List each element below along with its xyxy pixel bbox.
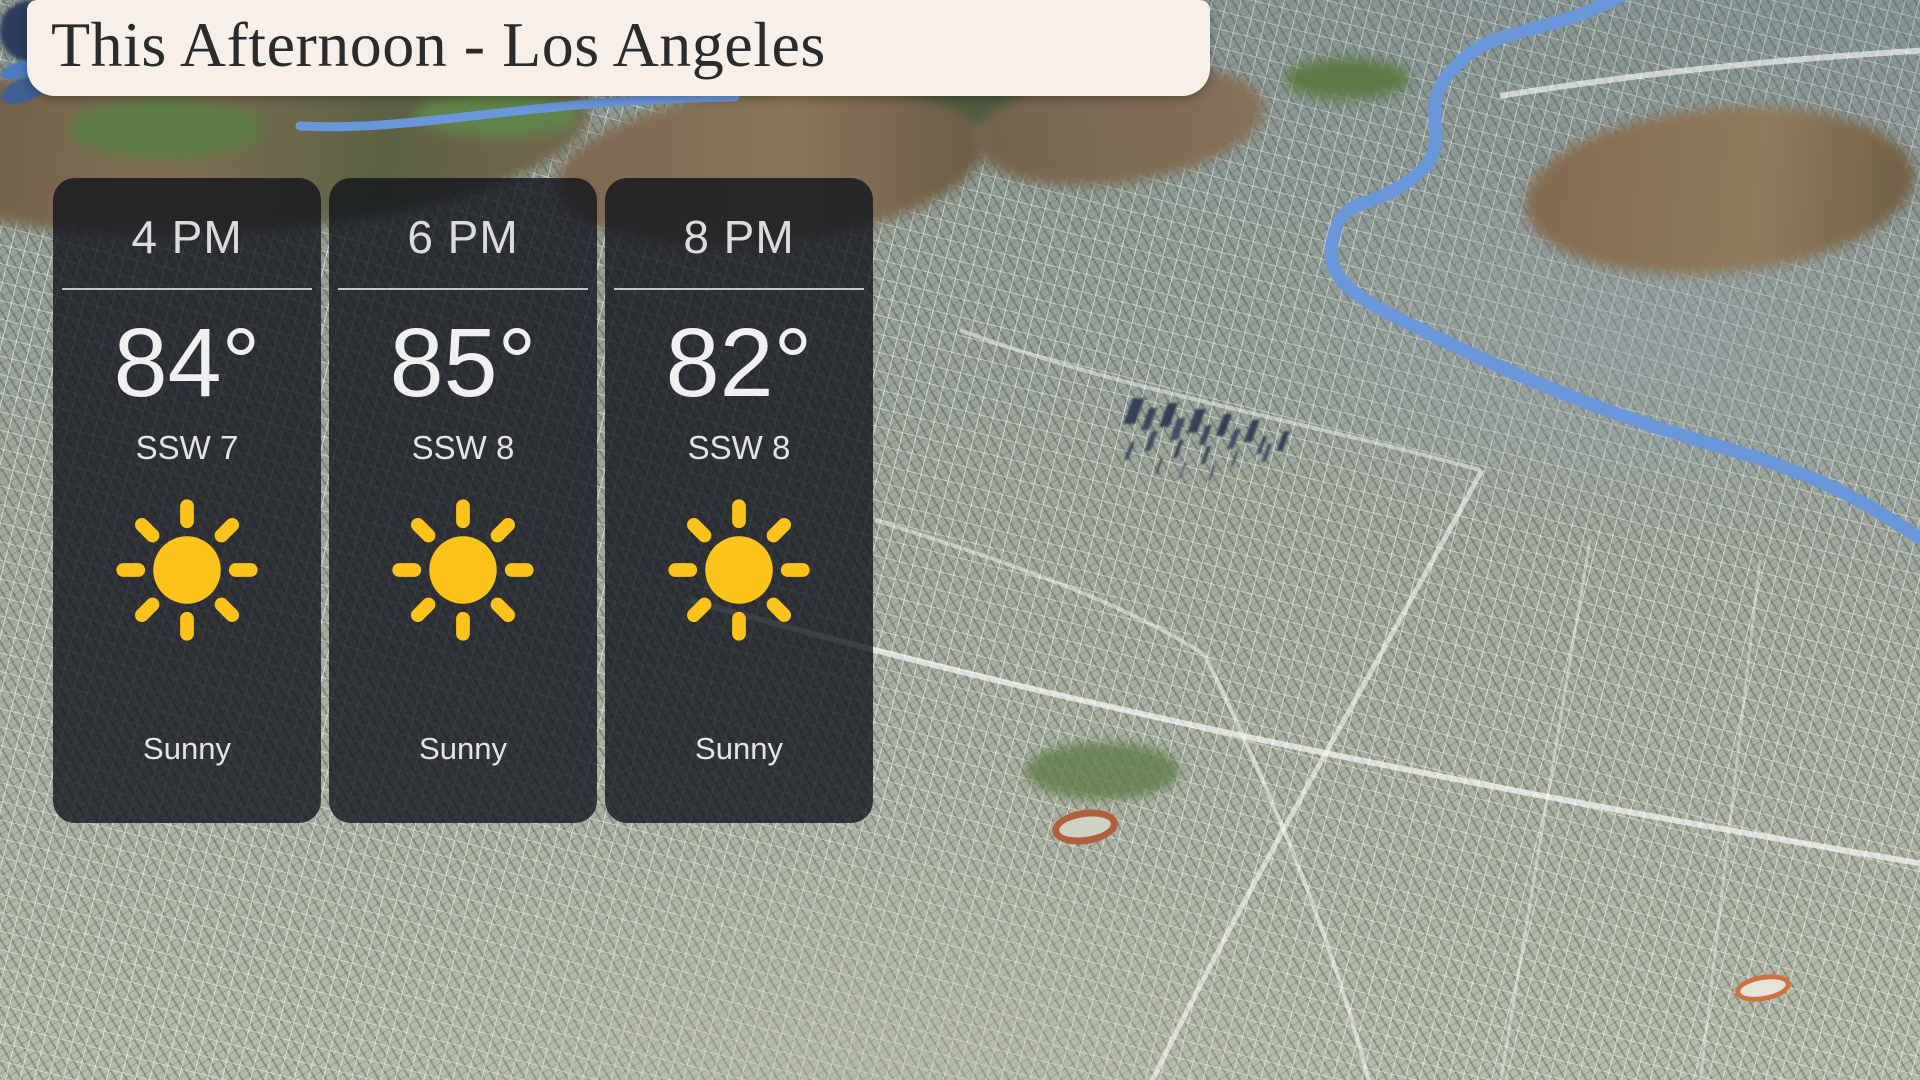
wind-label: SSW 8 — [411, 429, 515, 466]
river-tributary — [295, 92, 740, 132]
freeway-north — [1499, 47, 1920, 99]
park-green-south — [1025, 742, 1180, 800]
time-label: 6 PM — [407, 211, 519, 263]
park-green-east — [1285, 58, 1410, 100]
forecast-card-6pm[interactable]: 6 PM 85° SSW 8 Sunny — [329, 178, 597, 823]
time-label: 4 PM — [131, 211, 243, 263]
wind-label: SSW 8 — [687, 429, 791, 466]
temperature-value: 85° — [389, 308, 537, 417]
condition-label: Sunny — [419, 731, 507, 766]
road-3 — [959, 328, 1481, 472]
temperature-value: 84° — [113, 308, 261, 417]
river — [1325, 0, 1920, 547]
freeway — [689, 597, 1920, 867]
street — [1499, 539, 1592, 1080]
sun-icon — [392, 499, 534, 641]
card-divider — [338, 288, 588, 290]
road — [1149, 468, 1485, 1080]
road-2 — [1203, 654, 1371, 1080]
page-title: This Afternoon - Los Angeles — [51, 9, 826, 80]
wind-label: SSW 7 — [135, 429, 239, 466]
condition-label: Sunny — [695, 731, 783, 766]
forecast-panel: 4 PM 84° SSW 7 Sunny 6 PM — [53, 178, 873, 823]
sun-icon — [668, 499, 810, 641]
forecast-card-4pm[interactable]: 4 PM 84° SSW 7 Sunny — [53, 178, 321, 823]
card-divider — [614, 288, 864, 290]
temperature-value: 82° — [665, 308, 813, 417]
road-4 — [874, 518, 1207, 657]
forecast-card-8pm[interactable]: 8 PM 82° SSW 8 Sunny — [605, 178, 873, 823]
time-label: 8 PM — [683, 211, 795, 263]
sun-icon — [116, 499, 258, 641]
card-divider — [62, 288, 312, 290]
condition-label: Sunny — [143, 731, 231, 766]
park-green-west — [68, 98, 263, 160]
title-bar: This Afternoon - Los Angeles — [27, 0, 1210, 96]
street-2 — [1699, 559, 1762, 1080]
